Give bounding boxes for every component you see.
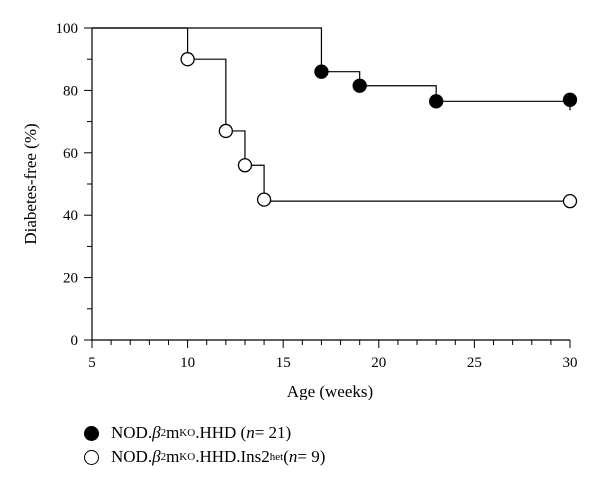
axes	[91, 28, 570, 341]
legend-2-m: m	[166, 447, 180, 466]
legend-2-text: NOD.	[111, 447, 153, 466]
legend-2-count: = 9)	[297, 447, 326, 466]
x-tick-label: 10	[180, 355, 195, 371]
legend-2-sub: 2	[160, 451, 167, 463]
y-tick-label: 100	[56, 21, 79, 37]
series-1-point	[314, 64, 329, 79]
curves	[92, 27, 571, 202]
legend-1-n: n	[246, 423, 255, 442]
legend-1-post: .HHD (	[195, 423, 247, 442]
x-tick-label: 20	[371, 355, 386, 371]
filled-circle-icon	[84, 425, 99, 441]
ticks: 5 10 15 20 25 30 0 20 40 60 80 100	[56, 21, 578, 371]
legend-1-text: NOD.	[111, 423, 153, 442]
series-1-point	[429, 94, 444, 109]
legend-2-n: n	[288, 447, 298, 466]
x-tick-label: 25	[467, 355, 482, 371]
series-1-point	[352, 78, 367, 93]
legend-1-sub: 2	[160, 427, 167, 439]
legend-1-beta: β	[152, 423, 161, 442]
x-axis-label: Age (weeks)	[287, 382, 373, 400]
legend-2-sup1: KO	[179, 451, 196, 463]
y-tick-label: 80	[63, 83, 78, 99]
series-2-line	[92, 27, 570, 202]
series-2-point	[237, 158, 253, 173]
legend-2-sup2: het	[269, 451, 284, 463]
markers	[180, 52, 578, 209]
series-1-point	[562, 92, 578, 107]
series-1-line	[92, 27, 570, 102]
y-tick-label: 20	[63, 271, 78, 287]
y-axis-label: Diabetes-free (%)	[21, 123, 40, 244]
legend-1-m: m	[166, 423, 180, 442]
legend-1-count: = 21)	[254, 423, 292, 442]
legend-1-sup: KO	[179, 427, 196, 439]
x-tick-label: 30	[563, 355, 578, 371]
y-tick-label: 0	[71, 333, 79, 349]
series-2-point	[218, 123, 233, 139]
km-chart: 5 10 15 20 25 30 0 20 40 60 80 100 Age (weeks) Diab…	[21, 21, 578, 400]
x-tick-label: 15	[276, 355, 291, 371]
x-tick-label: 5	[88, 355, 96, 371]
legend-2-post2: (	[283, 447, 289, 466]
legend-2-post: .HHD.Ins2	[195, 447, 270, 466]
series-2-point	[256, 192, 272, 207]
series-2-point	[562, 194, 578, 209]
legend-item-2: NOD. β 2 m KO .HHD.Ins2 het (n = 9)	[84, 447, 325, 467]
open-circle-icon	[84, 449, 99, 465]
y-tick-label: 60	[63, 146, 78, 162]
series-2-point	[180, 52, 195, 67]
legend-item-1: NOD. β 2 m KO .HHD (n = 21)	[84, 423, 291, 443]
y-tick-label: 40	[63, 208, 78, 224]
legend-2-beta: β	[152, 447, 161, 466]
